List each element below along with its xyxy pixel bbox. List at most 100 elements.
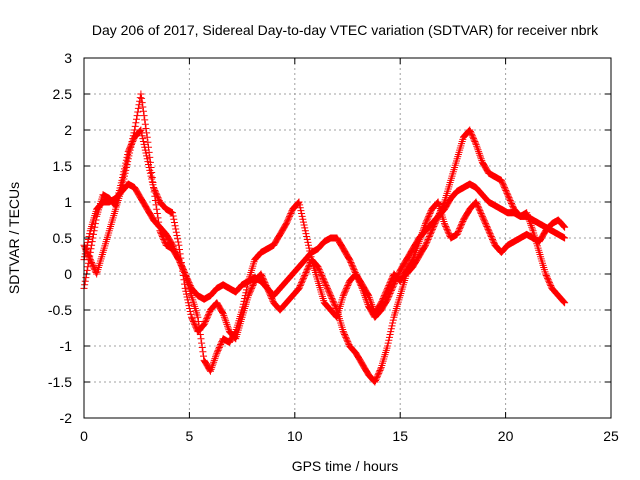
data-point [212,353,220,361]
data-point [248,284,256,292]
data-point [261,280,269,288]
data-point [561,223,569,231]
data-point [202,316,210,324]
data-point [342,284,350,292]
data-point [175,246,183,254]
data-point [299,276,307,284]
data-point [296,282,304,290]
data-point [542,271,550,279]
data-point [158,233,166,241]
data-point [408,257,416,265]
data-point [132,115,140,123]
x-tick-label: 25 [603,428,619,444]
data-point [172,228,180,236]
data-point [301,270,309,278]
data-point [318,271,326,279]
data-point [323,284,331,292]
data-point [456,225,464,233]
data-point [430,222,438,230]
x-tick-label: 15 [392,428,408,444]
data-point [123,161,131,169]
data-point [444,228,452,236]
data-point [413,245,421,253]
data-point [500,182,508,190]
data-point [150,184,158,192]
data-point [89,234,97,242]
data-point [509,202,517,210]
data-point [266,290,274,298]
data-point [418,230,426,238]
data-point [261,279,269,287]
data-point [385,282,393,290]
data-point [260,276,268,284]
data-point [489,237,497,245]
data-point [525,216,533,224]
data-point [174,238,182,246]
data-point [137,90,145,98]
data-point [83,248,91,256]
data-point [364,291,372,299]
data-point [249,282,257,290]
data-point [432,218,440,226]
data-point [320,276,328,284]
data-point [180,267,188,275]
data-point [508,199,516,207]
data-point [174,235,182,243]
data-point [238,306,246,314]
data-point [442,224,450,232]
data-point [134,104,142,112]
data-point [264,286,272,294]
y-tick-label: 3 [64,50,72,66]
data-point [213,349,221,357]
data-point [373,374,381,382]
data-point [316,267,324,275]
data-point [423,215,431,223]
data-point [211,355,219,363]
data-point [385,280,393,288]
data-point [217,339,225,347]
y-tick-label: -2 [60,410,73,426]
data-point [409,256,417,264]
data-point [373,372,381,380]
data-point [419,227,427,235]
data-point [87,245,95,253]
data-point [476,207,484,215]
data-point [384,342,392,350]
data-point [159,234,167,242]
data-point [207,365,215,373]
data-point [376,366,384,374]
data-point [424,214,432,222]
data-point [82,274,90,282]
data-point [122,166,130,174]
data-point [88,258,96,266]
data-point [298,212,306,220]
data-point [84,238,92,246]
data-point [245,290,253,298]
data-point [328,294,336,302]
data-point [84,251,92,259]
data-point [194,313,202,321]
data-point [367,299,375,307]
data-point [323,283,331,291]
data-point [481,218,489,226]
data-point [214,346,222,354]
data-point [200,352,208,360]
data-point [81,243,89,251]
data-point [267,292,275,300]
data-point [559,222,567,230]
data-point [470,136,478,144]
data-point [155,218,163,226]
data-point [300,221,308,229]
data-point [411,248,419,256]
data-point [191,320,199,328]
data-point [196,326,204,334]
data-point [87,257,95,265]
data-point [508,201,516,209]
data-point [380,292,388,300]
data-point [187,310,195,318]
data-point [487,231,495,239]
data-point [305,263,313,271]
data-point [507,198,515,206]
data-point [128,138,136,146]
data-point [86,256,94,264]
